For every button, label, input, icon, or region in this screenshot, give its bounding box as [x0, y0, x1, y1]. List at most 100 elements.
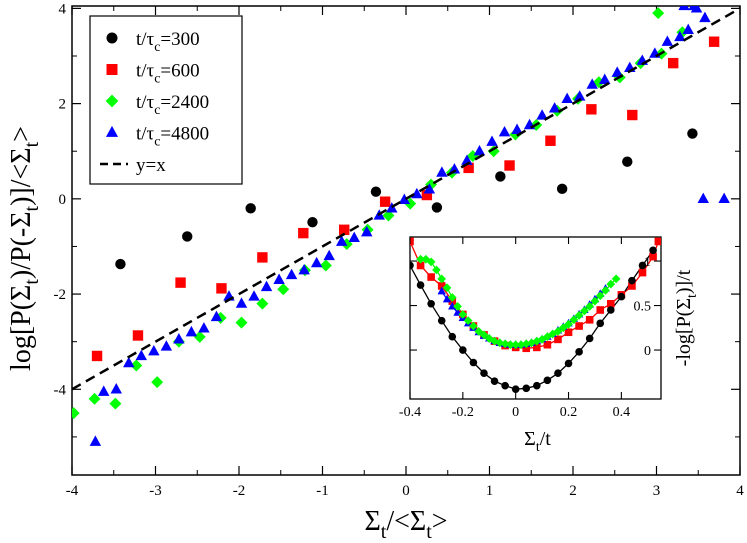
- inset-data-point-series-0: [480, 369, 488, 377]
- main-data-point-series-3: [310, 256, 323, 268]
- main-data-point-series-2: [340, 238, 353, 251]
- main-data-point-series-3: [361, 225, 373, 237]
- inset-data-point-series-0: [448, 332, 457, 341]
- main-data-point-series-3: [718, 192, 730, 203]
- main-x-axis-label: Σt/<Σt>: [364, 506, 447, 543]
- main-y-tick-label: 2: [59, 97, 67, 113]
- inset-data-point-series-1: [575, 322, 583, 330]
- main-data-point-series-3: [697, 192, 709, 203]
- inset-data-point-series-2: [479, 330, 489, 340]
- inset-x-tick-label: -0.2: [452, 405, 474, 420]
- main-data-point-series-3: [173, 333, 185, 344]
- main-data-point-series-3: [323, 249, 335, 261]
- main-data-point-series-2: [88, 392, 101, 405]
- inset-data-point-series-2: [469, 321, 478, 331]
- inset-data-point-series-1: [522, 344, 531, 353]
- main-data-point-series-3: [210, 310, 223, 322]
- inset-data-point-series-1: [410, 237, 414, 246]
- main-y-tick-label: 4: [59, 1, 67, 17]
- inset-y-tick-label: 0: [644, 344, 651, 359]
- main-data-point-series-3: [89, 435, 102, 446]
- inset-data-point-series-0: [638, 261, 647, 270]
- inset-data-point-series-2: [474, 326, 484, 336]
- main-data-point-series-2: [151, 376, 164, 389]
- inset-data-point-series-2: [569, 315, 579, 325]
- legend-marker-icon: [105, 125, 119, 137]
- main-data-point-series-2: [72, 407, 80, 420]
- main-data-point-series-3: [260, 280, 273, 292]
- main-data-point-series-2: [487, 145, 500, 158]
- main-data-point-series-3: [573, 90, 586, 101]
- main-data-point-series-1: [586, 104, 597, 115]
- main-data-point-series-3: [448, 163, 461, 174]
- inset-data-point-series-2: [601, 286, 610, 295]
- inset-data-point-series-2: [595, 291, 605, 301]
- inset-data-point-series-1: [654, 237, 661, 246]
- inset-data-point-series-0: [607, 306, 615, 314]
- main-data-point-series-0: [431, 202, 443, 213]
- inset-data-point-series-2: [432, 265, 441, 275]
- main-data-point-series-3: [536, 109, 548, 120]
- inset-data-point-series-1: [564, 328, 573, 337]
- main-data-point-series-3: [586, 78, 598, 89]
- main-data-point-series-2: [404, 197, 417, 210]
- main-data-point-series-3: [160, 340, 173, 351]
- main-y-tick-label: 0: [59, 192, 67, 208]
- inset-data-point-series-2: [416, 254, 425, 264]
- main-data-point-series-1: [545, 135, 556, 146]
- main-data-point-series-3: [511, 123, 523, 134]
- main-data-point-series-3: [235, 297, 248, 308]
- main-plot-area: [72, 6, 740, 446]
- main-data-point-series-3: [678, 6, 690, 11]
- main-data-point-series-3: [498, 125, 511, 137]
- reference-line-y-equals-x: [72, 7, 740, 391]
- inset-data-point-series-2: [437, 274, 447, 284]
- main-data-point-series-3: [135, 349, 148, 361]
- main-data-point-series-1: [708, 36, 720, 47]
- main-data-point-series-3: [198, 322, 210, 333]
- inset-data-point-series-2: [590, 296, 600, 306]
- inset-data-point-series-2: [606, 279, 616, 289]
- main-data-point-series-1: [339, 224, 350, 235]
- main-data-point-series-3: [699, 11, 711, 23]
- inset-data-point-series-2: [442, 283, 452, 293]
- legend-label: t/τc=4800: [136, 124, 209, 150]
- main-data-point-series-3: [185, 325, 198, 337]
- main-data-point-series-1: [504, 160, 515, 171]
- inset-chart: -0.4 -0.2 0 0.2 0.4 0 0.5 1 Σt/t -log[P(Σt)]/t: [399, 236, 700, 455]
- inset-y-axis-label: -log[P(Σt)]/t: [673, 269, 700, 366]
- inset-data-point-series-0: [564, 359, 573, 368]
- inset-data-point-series-2: [558, 323, 568, 333]
- main-data-point-series-3: [473, 144, 486, 156]
- inset-data-point-series-1: [638, 268, 647, 277]
- inset-plot-frame: [409, 236, 662, 400]
- inset-data-point-series-1: [437, 282, 446, 290]
- main-data-point-series-1: [463, 162, 474, 174]
- inset-data-point-series-0: [543, 376, 552, 385]
- main-data-point-series-0: [245, 203, 256, 214]
- inset-data-point-series-0: [596, 319, 605, 328]
- inset-data-point-series-1: [543, 340, 552, 349]
- main-data-point-series-1: [175, 277, 186, 288]
- main-data-point-series-1: [257, 252, 268, 263]
- inset-data-point-series-0: [585, 334, 594, 343]
- inset-data-point-series-0: [522, 384, 531, 393]
- main-data-point-series-2: [319, 259, 332, 272]
- legend-label: t/τc=2400: [136, 92, 209, 118]
- main-data-point-series-0: [182, 231, 193, 242]
- main-data-point-series-0: [370, 186, 382, 197]
- inset-data-point-series-0: [533, 381, 541, 390]
- inset-data-point-series-0: [501, 381, 509, 390]
- legend-marker-icon: [106, 64, 118, 75]
- inset-data-point-series-2: [495, 338, 505, 348]
- inset-data-point-series-3: [437, 286, 446, 295]
- legend-marker-icon: [105, 94, 119, 108]
- main-data-point-series-1: [298, 227, 309, 239]
- main-data-point-series-3: [661, 35, 674, 46]
- inset-data-point-series-1: [649, 252, 657, 261]
- main-data-point-series-3: [110, 383, 122, 394]
- main-data-point-series-3: [611, 66, 623, 77]
- main-data-point-series-3: [398, 193, 411, 204]
- main-data-point-series-3: [461, 154, 473, 165]
